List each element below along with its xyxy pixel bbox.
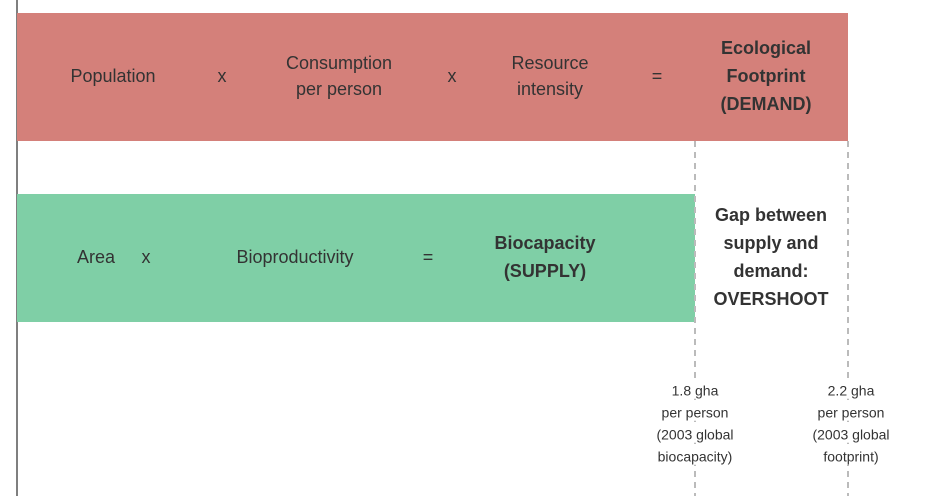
demand-term: Resource — [511, 53, 588, 73]
demand-term: Consumption — [286, 53, 392, 73]
marker-label: 2.2 gha — [828, 383, 875, 399]
demand-term: Population — [70, 66, 155, 86]
demand-term: intensity — [517, 79, 583, 99]
label-backdrop — [655, 448, 735, 465]
marker-label: (2003 global — [656, 427, 733, 443]
label-backdrop — [815, 404, 887, 421]
marker-label: per person — [818, 405, 885, 421]
label-backdrop — [669, 382, 721, 399]
label-backdrop — [825, 382, 877, 399]
supply-term: x — [142, 247, 151, 267]
supply-bar — [17, 194, 695, 322]
demand-result: Ecological — [721, 38, 811, 58]
marker-label: biocapacity) — [658, 449, 733, 465]
label-backdrop — [654, 426, 736, 443]
supply-term: Area — [77, 247, 116, 267]
marker-label: (2003 global — [812, 427, 889, 443]
demand-term: = — [652, 66, 663, 86]
supply-result: Biocapacity — [494, 233, 595, 253]
demand-term: per person — [296, 79, 382, 99]
content: Population x Consumption per person x Resourc… — [70, 38, 892, 465]
label-backdrop — [810, 426, 892, 443]
demand-term: x — [218, 66, 227, 86]
gap-label: supply and — [723, 233, 818, 253]
supply-term: = — [423, 247, 434, 267]
gap-label: OVERSHOOT — [713, 289, 828, 309]
demand-result: (DEMAND) — [721, 94, 812, 114]
gap-label: demand: — [733, 261, 808, 281]
supply-result: (SUPPLY) — [504, 261, 586, 281]
demand-term: x — [448, 66, 457, 86]
marker-label: footprint) — [823, 449, 878, 465]
marker-label: per person — [662, 405, 729, 421]
gap-label: Gap between — [715, 205, 827, 225]
label-backdrop — [659, 404, 731, 421]
label-backdrop — [821, 448, 881, 465]
marker-label: 1.8 gha — [672, 383, 719, 399]
demand-bar — [17, 13, 848, 141]
gap-box — [700, 200, 843, 314]
supply-term: Bioproductivity — [236, 247, 353, 267]
demand-result: Footprint — [727, 66, 806, 86]
